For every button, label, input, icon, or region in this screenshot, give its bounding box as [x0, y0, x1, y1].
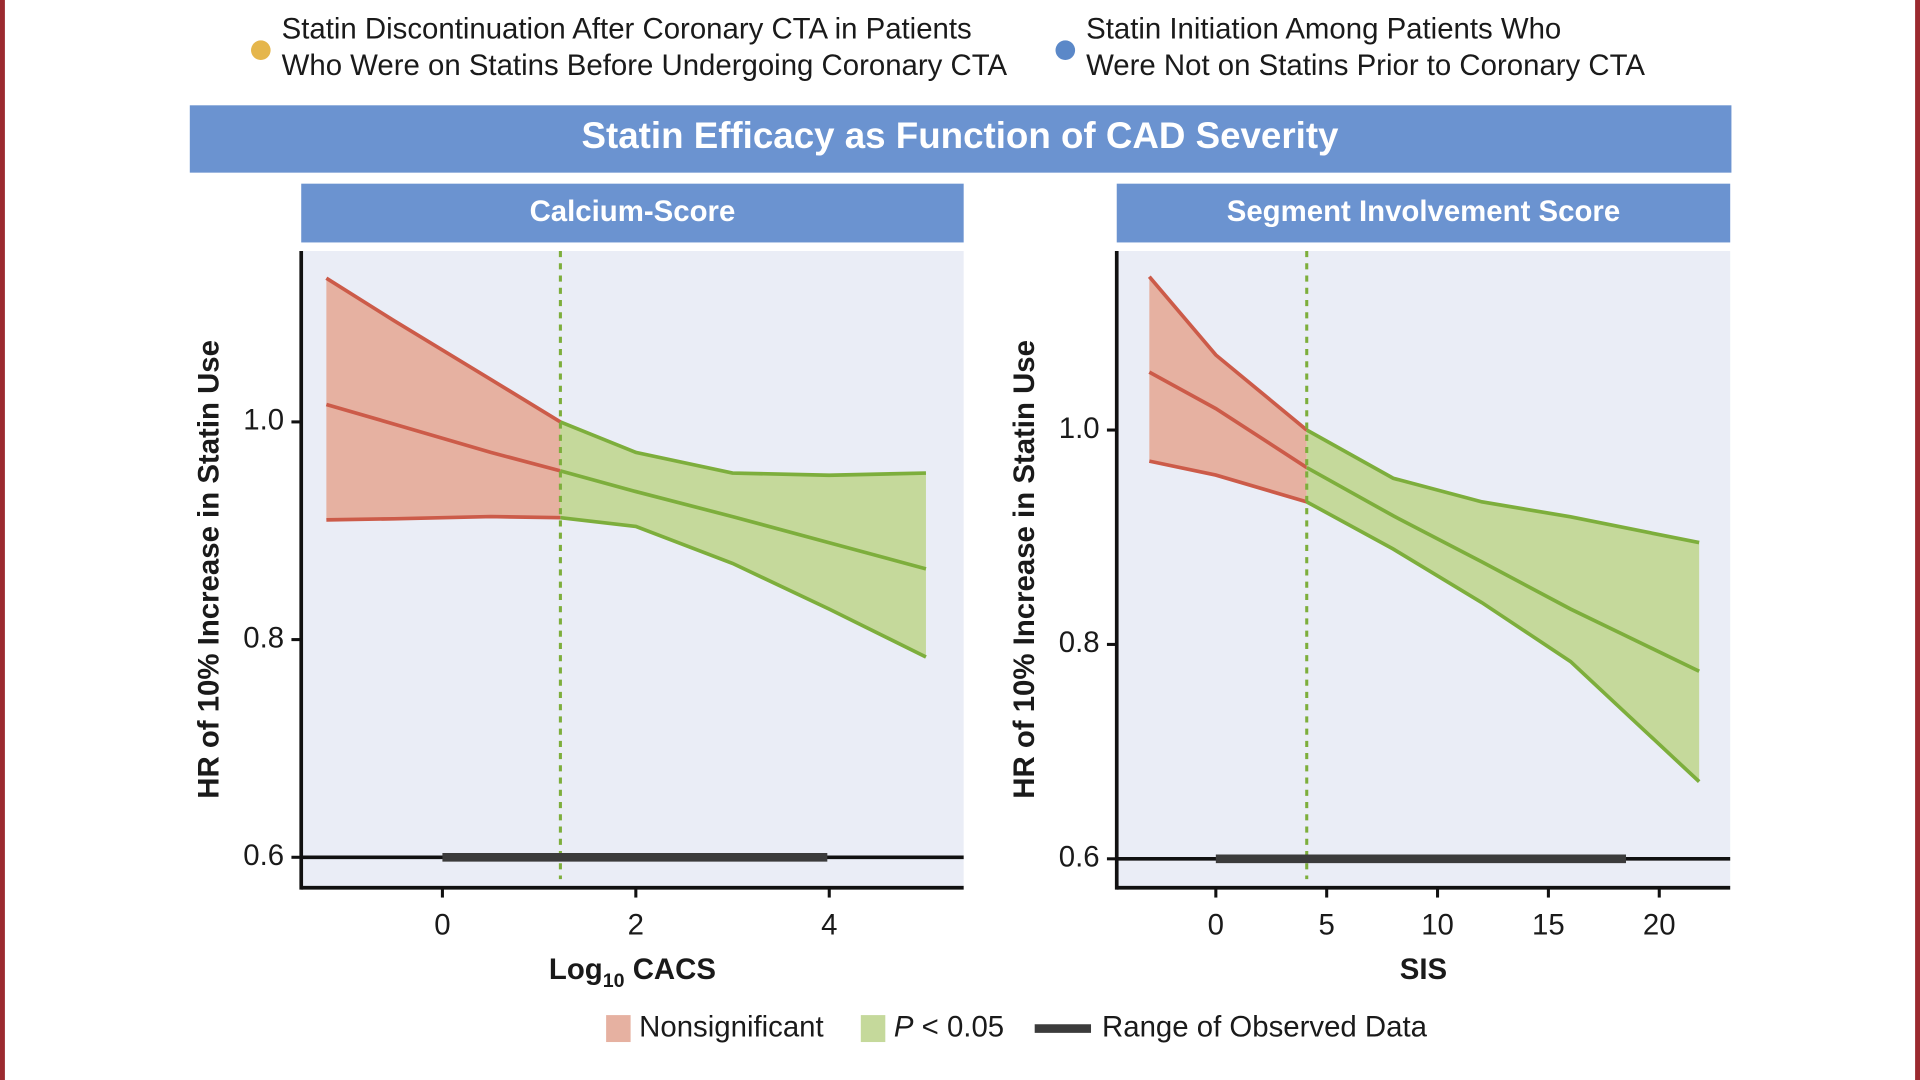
bound-line	[326, 514, 561, 522]
confidence-band	[326, 278, 561, 520]
estimate-line	[1148, 370, 1308, 470]
y-tick-label: 0.6	[243, 839, 284, 872]
y-axis-label: HR of 10% Increase in Statin Use	[192, 340, 225, 799]
legend-text: Statin Initiation Among Patients Who	[1086, 12, 1561, 45]
bound-line	[1305, 428, 1700, 545]
confidence-band	[1306, 430, 1700, 782]
label-part: < 0.05	[913, 1010, 1004, 1043]
legend-text: Statin Discontinuation After Coronary CT…	[282, 12, 972, 45]
x-tick-label: 5	[1319, 909, 1335, 942]
y-axis-label: HR of 10% Increase in Statin Use	[1008, 340, 1041, 799]
figure-title: Statin Efficacy as Function of CAD Sever…	[582, 115, 1340, 156]
x-tick-label: 0	[434, 909, 450, 942]
x-tick-label: 0	[1208, 909, 1224, 942]
legend-dot	[1055, 40, 1076, 60]
border-right	[1915, 0, 1920, 1080]
estimate-line	[559, 469, 927, 571]
label-part: Nonsignificant	[639, 1010, 824, 1043]
panel-title-bar	[1116, 183, 1731, 243]
label-part: SIS	[1400, 953, 1447, 986]
bound-line	[559, 420, 926, 478]
label-part: 10	[603, 970, 625, 992]
label-part: CACS	[625, 953, 716, 986]
title-banner	[189, 105, 1732, 173]
confidence-band	[1149, 276, 1307, 502]
legend-text: Were Not on Statins Prior to Coronary CT…	[1086, 49, 1645, 82]
legend-text: Nonsignificant	[639, 1010, 824, 1043]
x-tick-label: 10	[1421, 909, 1454, 942]
estimate-line	[325, 402, 561, 473]
legend-text: Who Were on Statins Before Undergoing Co…	[282, 49, 1008, 82]
label-part: Range of Observed Data	[1102, 1010, 1428, 1043]
x-tick-label: 15	[1532, 909, 1565, 942]
legend-text: P < 0.05	[894, 1010, 1004, 1043]
border-left	[0, 0, 5, 1080]
bound-line	[1147, 275, 1308, 432]
label-part: P	[894, 1010, 914, 1043]
y-tick-label: 0.8	[243, 621, 284, 654]
y-tick-label: 0.8	[1059, 626, 1100, 659]
y-tick-label: 1.0	[243, 404, 284, 437]
panel-title: Calcium-Score	[530, 195, 736, 228]
confidence-band	[560, 421, 926, 658]
panel-title: Segment Involvement Score	[1227, 195, 1620, 228]
x-tick-label: 4	[821, 909, 837, 942]
x-axis-label: Log10 CACS	[549, 953, 716, 992]
bound-line	[325, 276, 562, 424]
estimate-line	[1305, 465, 1700, 673]
x-tick-label: 20	[1643, 909, 1676, 942]
y-tick-label: 1.0	[1059, 412, 1100, 445]
bound-line	[1148, 459, 1308, 504]
legend-dot	[251, 40, 271, 60]
x-tick-label: 2	[628, 909, 644, 942]
label-part: Log	[549, 953, 603, 986]
legend-swatch	[860, 1015, 886, 1043]
bound-line	[1305, 500, 1701, 783]
legend-swatch	[606, 1015, 631, 1043]
panel-title-bar	[301, 183, 964, 243]
x-axis-label: SIS	[1400, 953, 1447, 986]
bound-line	[560, 515, 927, 659]
y-tick-label: 0.6	[1059, 841, 1100, 874]
legend-text: Range of Observed Data	[1102, 1010, 1428, 1043]
